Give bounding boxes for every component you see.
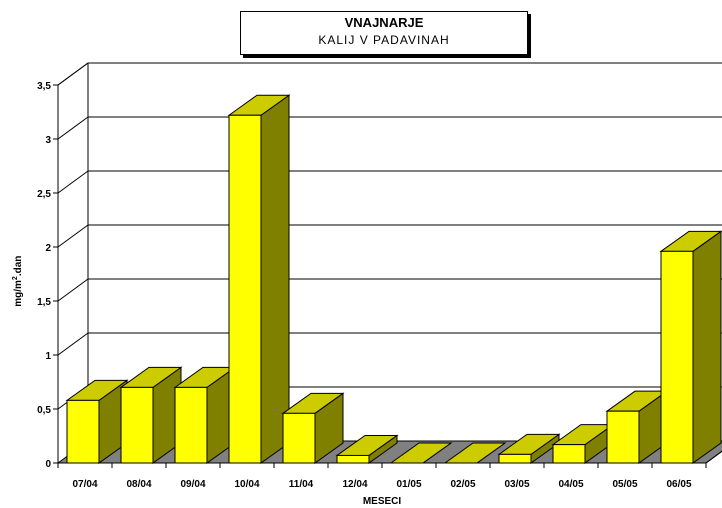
y-tick-label: 2	[45, 243, 51, 254]
y-tick-label: 2,5	[37, 189, 51, 200]
x-tick-label: 09/04	[180, 479, 205, 490]
x-tick-label: 10/04	[234, 479, 259, 490]
bar	[606, 410, 640, 464]
bar	[174, 386, 208, 464]
bar	[336, 454, 370, 464]
chart-title-box: VNAJNARJE KALIJ V PADAVINAH	[240, 11, 528, 55]
bar	[282, 412, 316, 464]
x-tick-label: 01/05	[396, 479, 421, 490]
bar	[228, 114, 262, 464]
gridline-depth	[57, 62, 89, 86]
x-axis-depth-line	[705, 450, 722, 464]
x-tick-label: 06/05	[666, 479, 691, 490]
x-tick-label: 02/05	[450, 479, 475, 490]
gridline-depth	[57, 116, 89, 140]
x-tick-label: 04/05	[558, 479, 583, 490]
x-tick-label: 11/04	[289, 479, 314, 490]
gridline-depth	[57, 170, 89, 194]
bar	[120, 386, 154, 464]
bar-side	[692, 230, 722, 464]
bar-side	[260, 94, 290, 464]
x-tick-label: 03/05	[504, 479, 529, 490]
y-tick-label: 3	[45, 135, 51, 146]
y-tick-label: 0,5	[37, 405, 51, 416]
gridline-depth	[57, 332, 89, 356]
x-tick-label: 05/05	[612, 479, 637, 490]
x-axis-label: MESECI	[363, 496, 402, 507]
bar	[552, 444, 586, 464]
chart-title: VNAJNARJE	[344, 15, 424, 30]
y-tick-label: 0	[45, 459, 51, 470]
gridline-depth	[57, 224, 89, 248]
gridline-depth	[57, 278, 89, 302]
bar	[660, 250, 694, 464]
y-tick-label: 1,5	[37, 297, 51, 308]
x-tick-label: 07/04	[72, 479, 97, 490]
y-tick-label: 1	[45, 351, 51, 362]
x-tick-label: 12/04	[342, 479, 367, 490]
bar	[66, 399, 100, 464]
y-tick-label: 3,5	[37, 81, 51, 92]
y-axis-label: mg/m2.dan	[11, 255, 25, 307]
bar	[498, 453, 532, 464]
x-tick-label: 08/04	[126, 479, 151, 490]
chart-subtitle: KALIJ V PADAVINAH	[318, 33, 450, 47]
